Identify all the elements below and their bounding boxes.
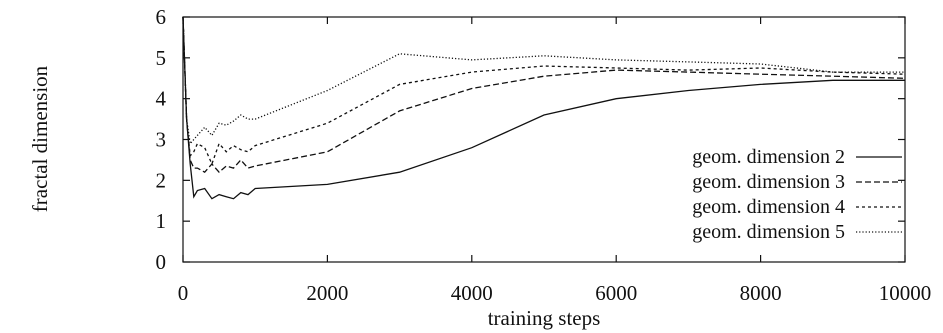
x-axis-label: training steps [488, 306, 601, 330]
y-axis-label: fractal dimension [28, 65, 52, 212]
y-tick-label: 0 [156, 250, 167, 274]
legend-label: geom. dimension 3 [692, 171, 845, 193]
legend-label: geom. dimension 2 [692, 146, 845, 168]
legend-label: geom. dimension 4 [692, 196, 845, 218]
x-tick-label: 4000 [451, 281, 493, 305]
series-line-4 [182, 16, 906, 166]
x-tick-label: 6000 [595, 281, 637, 305]
series-line-5 [182, 16, 905, 146]
x-tick-label: 8000 [740, 281, 782, 305]
legend: geom. dimension 2 geom. dimension 3 geom. … [692, 146, 902, 243]
legend-label: geom. dimension 5 [692, 221, 845, 243]
x-tick-label: 10000 [879, 281, 932, 305]
axis-ticks: 0 2000 4000 6000 8000 10000 0 1 2 3 4 5 6 [156, 5, 932, 305]
x-tick-label: 2000 [306, 281, 348, 305]
y-tick-label: 5 [156, 46, 167, 70]
y-tick-label: 2 [156, 168, 167, 192]
series-line-2 [182, 16, 905, 200]
series-lines [182, 16, 906, 200]
y-tick-label: 4 [156, 87, 167, 111]
y-tick-label: 6 [156, 5, 167, 29]
x-tick-label: 0 [178, 281, 189, 305]
y-tick-label: 3 [156, 128, 167, 152]
series-line-3 [182, 16, 906, 174]
y-tick-label: 1 [156, 209, 167, 233]
